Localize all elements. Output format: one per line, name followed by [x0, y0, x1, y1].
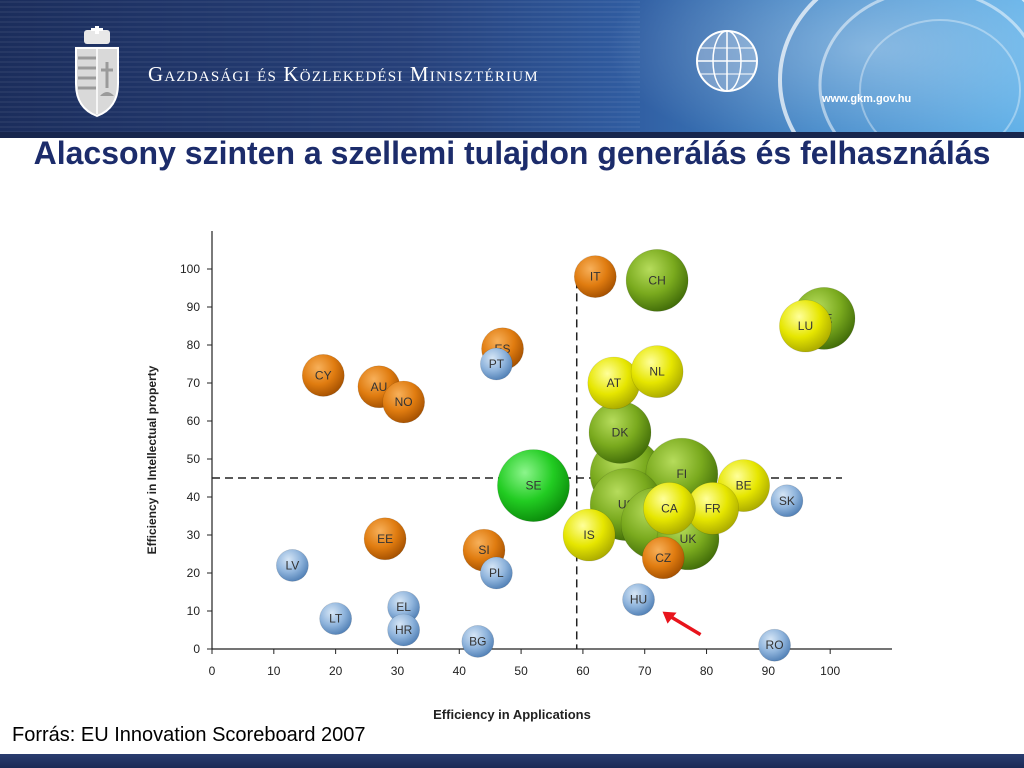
website-url: www.gkm.gov.hu [822, 93, 912, 105]
bubble-pt [480, 347, 513, 381]
bubble-label-is: IS [583, 528, 594, 542]
y-axis-label: Efficiency in Intellectual property [145, 365, 159, 554]
bubble-label-hu: HU [630, 593, 647, 607]
bubble-label-uk: UK [680, 532, 697, 546]
globe-icon [696, 30, 758, 92]
bubble-label-el: EL [396, 600, 411, 614]
y-tick-label: 10 [187, 604, 201, 618]
x-tick-label: 30 [391, 664, 405, 678]
bubble-label-cy: CY [315, 368, 332, 382]
bubble-cz [641, 536, 685, 580]
bubble-label-au: AU [371, 380, 388, 394]
bubble-nl [630, 345, 684, 398]
bubble-label-lt: LT [329, 612, 343, 626]
bubble-label-ro: RO [766, 638, 784, 652]
bubble-label-cz: CZ [655, 551, 671, 565]
bubble-ro [758, 628, 791, 662]
y-tick-label: 20 [187, 566, 201, 580]
x-tick-label: 0 [209, 664, 216, 678]
bubble-label-dk: DK [612, 425, 629, 439]
bubble-label-be: BE [736, 479, 752, 493]
bubble-lu [779, 299, 832, 353]
bubble-label-it: IT [590, 270, 601, 284]
bubble-label-at: AT [607, 376, 622, 390]
bubble-label-hr: HR [395, 623, 413, 637]
x-tick-label: 50 [514, 664, 528, 678]
x-tick-label: 40 [453, 664, 467, 678]
highlight-arrow-head [662, 611, 677, 624]
bubble-label-se: SE [525, 479, 541, 493]
bubble-label-ca: CA [661, 501, 678, 515]
header-banner: Gazdasági és Közlekedési Minisztérium ww… [0, 0, 1024, 138]
y-tick-label: 40 [187, 490, 201, 504]
y-tick-label: 80 [187, 338, 201, 352]
x-tick-label: 10 [267, 664, 281, 678]
y-tick-label: 90 [187, 300, 201, 314]
highlight-arrow-shaft [669, 615, 702, 637]
bubble-ca [643, 482, 696, 535]
y-tick-label: 30 [187, 528, 201, 542]
footer-bar [0, 754, 1024, 768]
y-tick-label: 100 [180, 262, 200, 276]
bubble-label-ch: CH [648, 273, 665, 287]
bubble-label-no: NO [395, 395, 413, 409]
ministry-name: Gazdasági és Közlekedési Minisztérium [148, 62, 539, 86]
bubble-label-si: SI [478, 543, 489, 557]
bubbles: JPFISEUSLCHDEDKUKLUATNLBEFRCAISITESCYAUN… [276, 249, 856, 662]
bubble-is [562, 508, 616, 562]
bubble-lt [319, 602, 352, 635]
bubble-cy [301, 354, 345, 397]
x-tick-label: 60 [576, 664, 590, 678]
bubble-pl [480, 556, 513, 590]
banner-bottom-band [0, 132, 1024, 138]
bubble-ee [363, 517, 407, 561]
banner-swirl-graphic [778, 0, 1024, 132]
bubble-se [497, 449, 570, 522]
x-axis-label: Efficiency in Applications [433, 707, 591, 722]
x-tick-label: 20 [329, 664, 343, 678]
bubble-hu [622, 583, 655, 616]
y-tick-label: 50 [187, 452, 201, 466]
bubble-hr [387, 613, 420, 647]
y-tick-label: 70 [187, 376, 201, 390]
bubble-label-fi: FI [676, 467, 687, 481]
bubble-label-lu: LU [798, 319, 813, 333]
x-tick-label: 90 [762, 664, 776, 678]
x-tick-label: 80 [700, 664, 714, 678]
bubble-label-ee: EE [377, 532, 393, 546]
bubble-label-bg: BG [469, 634, 486, 648]
bubble-bg [461, 625, 495, 658]
bubble-label-fr: FR [705, 501, 721, 515]
scatter-chart: 0 10 20 30 40 50 60 70 80 90 100 0 10 20 30 40 50 60 70 80 9… [145, 231, 892, 722]
bubble-label-sk: SK [779, 494, 795, 508]
bubble-no [382, 380, 425, 424]
y-tick-label: 0 [193, 642, 200, 656]
bubble-lv [276, 549, 309, 582]
source-note: Forrás: EU Innovation Scoreboard 2007 [12, 724, 366, 746]
x-tick-label: 70 [638, 664, 652, 678]
bubble-label-pt: PT [489, 357, 505, 371]
bubble-it [573, 255, 617, 298]
x-tick-label: 100 [820, 664, 840, 678]
bubble-label-pl: PL [489, 566, 504, 580]
bubble-sk [770, 484, 804, 518]
y-tick-label: 60 [187, 414, 201, 428]
bubble-label-lv: LV [285, 558, 299, 572]
bubble-label-nl: NL [649, 365, 665, 379]
slide-title: Alacsony szinten a szellemi tulajdon gen… [33, 135, 991, 171]
banner-gloss [560, 0, 1024, 138]
bubble-ch [625, 249, 689, 312]
coat-of-arms-icon [75, 26, 119, 118]
